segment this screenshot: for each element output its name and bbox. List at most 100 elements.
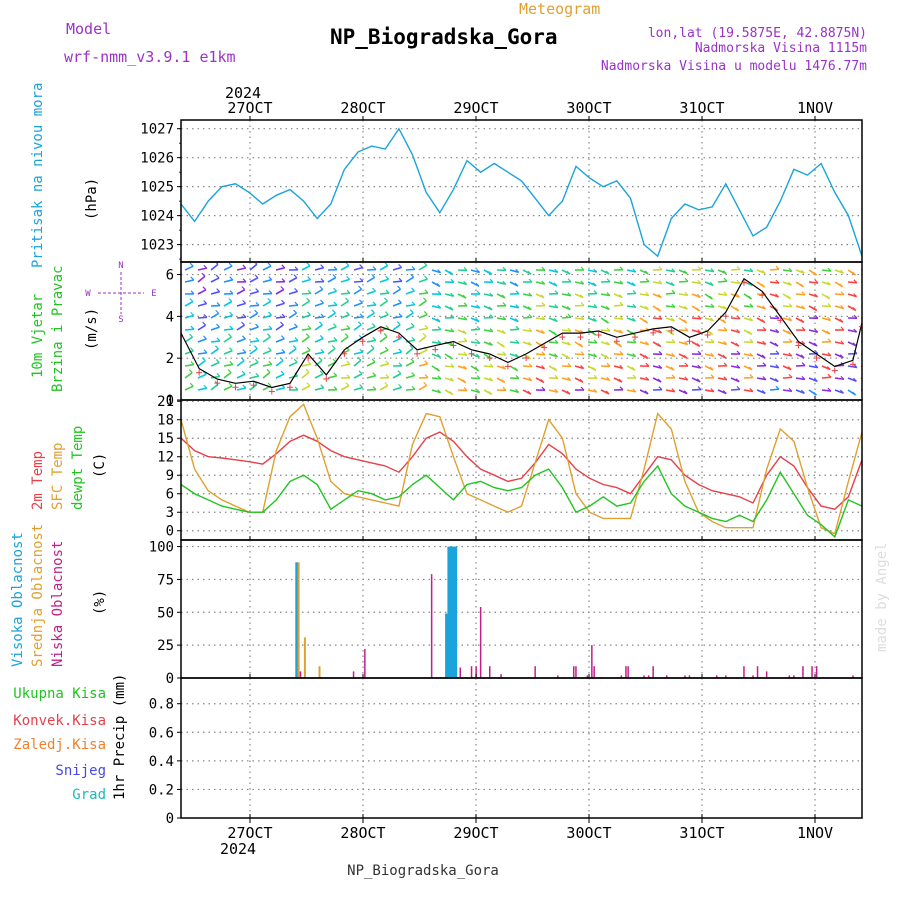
cloud-bar — [765, 671, 768, 678]
wind-gust-marker — [250, 382, 257, 389]
y-tick-label: 75 — [157, 572, 174, 588]
wind-gust-marker — [795, 342, 802, 349]
wind-label-1: 10m Vjetar — [30, 294, 46, 378]
cloud-bar — [445, 613, 449, 678]
wind-gust-marker — [668, 327, 675, 334]
cloud-bar — [725, 675, 727, 678]
wind-unit: (m/s) — [84, 308, 100, 350]
compass-letter: N — [118, 261, 123, 271]
wind-gust-marker — [849, 361, 856, 368]
year-label-bottom: 2024 — [220, 840, 256, 858]
cloud-bar — [489, 666, 491, 678]
wind-gust-marker — [232, 384, 239, 391]
wind-gust-marker — [559, 334, 566, 341]
series-line — [181, 464, 862, 539]
y-tick-label: 2 — [166, 351, 174, 367]
wind-gust-marker — [813, 355, 820, 361]
wind-gust-marker — [432, 346, 439, 353]
legend-frz-rain: Zaledj.Kisa — [13, 737, 106, 753]
wind-compass-icon: N W E S — [85, 261, 156, 325]
cloud-bar — [459, 667, 461, 678]
cloud-bar — [620, 675, 623, 678]
cloud-bar — [454, 546, 458, 678]
cloud-label-low: Niska Oblacnost — [50, 541, 66, 667]
cloud-bar — [684, 675, 686, 678]
wind-gust-marker — [686, 338, 693, 345]
temp-label-sfc: SFC Temp — [50, 443, 66, 510]
wind-gust-marker — [181, 334, 184, 341]
cloud-bar — [475, 666, 477, 678]
series-line — [181, 431, 862, 510]
wind-gust-marker — [286, 384, 293, 391]
wind-gust-marker — [704, 332, 711, 338]
wind-gust-marker — [577, 334, 584, 341]
cloud-bar — [643, 675, 645, 678]
wind-gust-marker — [650, 329, 657, 336]
cloud-bar — [802, 666, 804, 678]
cloud-bar — [534, 666, 536, 678]
wind-gust-marker — [632, 334, 638, 341]
precip-unit: 1hr Precip (mm) — [112, 674, 128, 800]
legend-total-rain: Ukupna Kisa — [13, 686, 106, 702]
footer-station: NP_Biogradska_Gora — [347, 863, 499, 879]
cloud-bar — [815, 666, 818, 678]
y-tick-label: 9 — [166, 468, 174, 484]
cloud-bar — [299, 671, 302, 678]
cloud-bar — [500, 674, 502, 678]
wind-gust-marker — [268, 388, 275, 395]
y-tick-label: 0.2 — [149, 782, 174, 798]
wind-gust-marker — [359, 338, 366, 345]
cloud-bar — [557, 675, 559, 678]
bottom-day-label: 31OCT — [679, 824, 724, 842]
cloud-bar — [666, 675, 668, 678]
wind-gust-marker — [859, 323, 862, 330]
y-tick-label: 0 — [166, 524, 174, 540]
cloud-bar — [447, 546, 451, 678]
wind-gust-marker — [777, 317, 784, 324]
cloud-bar — [575, 666, 577, 678]
cloud-frame — [180, 539, 863, 679]
legend-conv-rain: Konvek.Kisa — [13, 713, 106, 729]
wind-gust-marker — [523, 355, 530, 361]
pressure-panel: 1023 1024 1025 1026 1027 — [140, 119, 863, 263]
y-tick-label: 1026 — [140, 151, 174, 167]
elevation-label: Nadmorska Visina 1115m — [695, 41, 867, 56]
precip-panel: 0 0.2 0.4 0.6 0.8 — [149, 677, 863, 827]
temp-frame — [180, 399, 863, 541]
bottom-day-label: 27OCT — [227, 824, 272, 842]
y-tick-label: 1025 — [140, 180, 174, 196]
y-tick-label: 12 — [157, 450, 174, 466]
meteogram-label: Meteogram — [519, 0, 600, 18]
top-day-label: 29OCT — [453, 99, 498, 117]
pressure-unit: (hPa) — [84, 178, 100, 220]
y-tick-label: 25 — [157, 638, 174, 654]
wind-gust-marker — [196, 369, 203, 376]
y-tick-label: 50 — [157, 605, 174, 621]
y-tick-label: 0 — [166, 671, 174, 687]
series-line — [181, 277, 862, 389]
precip-frame — [180, 677, 863, 819]
top-day-label: 1NOV — [797, 99, 833, 117]
wind-gust-marker — [722, 313, 729, 320]
cloud-bar — [716, 675, 718, 678]
wind-gust-marker — [486, 355, 493, 361]
wind-gust-marker — [740, 279, 747, 286]
compass-letter: E — [151, 289, 156, 299]
wind-gust-marker — [759, 292, 766, 299]
y-tick-label: 4 — [166, 309, 174, 325]
y-tick-label: 0.6 — [149, 725, 174, 741]
cloud-bar — [352, 671, 355, 678]
wind-gust-marker — [323, 375, 330, 382]
cloud-bar — [627, 666, 629, 678]
temp-panel: 0 3 6 9 12 15 18 21 — [157, 394, 863, 541]
y-tick-label: 6 — [166, 268, 174, 284]
series-line — [181, 403, 862, 535]
temp-label-dewpt: dewpt Temp — [70, 426, 86, 510]
cloud-bar — [625, 666, 627, 678]
cloud-bar — [591, 645, 593, 678]
model-elevation-label: Nadmorska Visina u modelu 1476.77m — [601, 59, 867, 74]
cloud-bar — [652, 666, 654, 678]
y-tick-label: 15 — [157, 431, 174, 447]
wind-gust-marker — [831, 367, 838, 374]
cloud-bar — [470, 666, 473, 678]
